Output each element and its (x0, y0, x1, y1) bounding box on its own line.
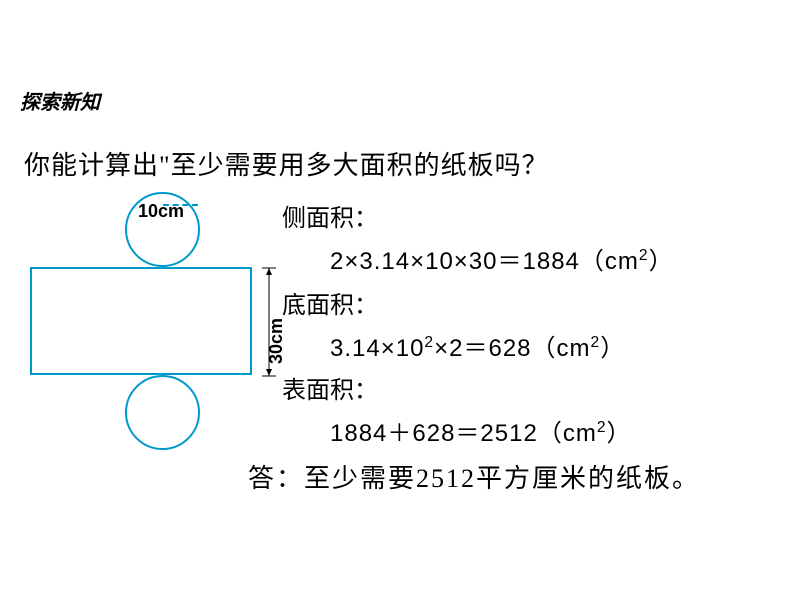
base-area-formula: 3.14×102×2＝628（cm2） (330, 328, 625, 363)
radius-indicator-line (163, 204, 198, 206)
cylinder-net-diagram: 10cm 30cm (30, 190, 290, 480)
answer-text: 答：至少需要2512平方厘米的纸板。 (248, 458, 700, 495)
base-area-label: 底面积： (282, 285, 625, 320)
bottom-circle (125, 375, 200, 450)
lateral-area-formula: 2×3.14×10×30＝1884（cm2） (330, 241, 674, 276)
total-area-formula: 1884＋628＝2512（cm2） (330, 413, 632, 448)
total-area-label: 表面积： (282, 370, 632, 405)
lateral-area-calculation: 侧面积： 2×3.14×10×30＝1884（cm2） (282, 198, 674, 276)
lateral-area-label: 侧面积： (282, 198, 674, 233)
total-area-calculation: 表面积： 1884＋628＝2512（cm2） (282, 370, 632, 448)
question-text: 你能计算出"至少需要用多大面积的纸板吗？ (24, 145, 549, 182)
lateral-surface-rectangle (30, 267, 252, 375)
section-header: 探索新知 (20, 86, 100, 115)
base-area-calculation: 底面积： 3.14×102×2＝628（cm2） (282, 285, 625, 363)
